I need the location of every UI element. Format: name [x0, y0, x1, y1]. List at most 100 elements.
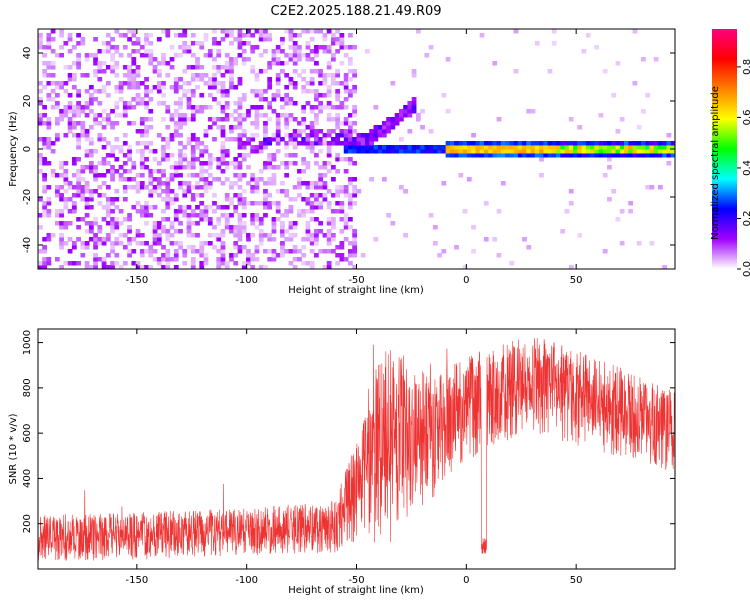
spectrogram-cell — [207, 217, 213, 222]
spectrogram-cell — [301, 181, 307, 186]
spectrogram-cell — [641, 109, 646, 114]
spectrogram-cell — [301, 121, 307, 126]
spectrogram-cell — [88, 161, 94, 166]
spectrogram-cell — [445, 149, 451, 154]
spectrogram-cell — [139, 97, 145, 102]
spectrogram-cell — [105, 45, 111, 50]
spectrogram-cell — [224, 221, 230, 226]
spectrogram-cell — [364, 133, 370, 138]
spectrogram-cell — [403, 113, 408, 118]
spectrogram-cell — [560, 229, 566, 234]
spectrogram-cell — [135, 81, 141, 86]
spectrogram-cell — [76, 89, 81, 94]
spectrogram-cell — [46, 161, 52, 166]
spectrogram-cell — [237, 213, 243, 218]
spectrogram-cell — [46, 237, 52, 242]
spectrogram-cell — [186, 205, 192, 210]
spectrogram-cell — [114, 197, 120, 202]
spectrogram-cell — [148, 193, 154, 198]
spectrogram-cell — [267, 249, 273, 254]
spectrogram-cell — [585, 149, 591, 154]
spectrogram-cell — [199, 193, 205, 198]
spectrogram-cell — [178, 121, 183, 126]
spectrogram-cell — [178, 149, 183, 154]
spectrogram-cell — [203, 213, 209, 218]
spectrogram-cell — [93, 113, 98, 118]
spectrogram-cell — [513, 29, 519, 34]
spectrogram-cell — [322, 137, 328, 142]
spectrogram-cell — [241, 261, 247, 266]
spectrogram-cell — [394, 117, 400, 122]
spectrogram-cell — [415, 145, 421, 150]
spectrogram-cell — [284, 209, 290, 214]
spectrogram-cell — [190, 89, 196, 94]
spectrogram-cell — [63, 41, 69, 46]
spectrogram-cell — [122, 217, 128, 222]
spectrogram-cell — [246, 29, 251, 34]
spectrogram-cell — [258, 221, 264, 226]
spectrogram-cell — [122, 101, 128, 106]
spectrogram-cell — [568, 189, 574, 194]
spectrogram-cell — [190, 161, 196, 166]
spectrogram-cell — [80, 129, 86, 134]
spectrogram-cell — [139, 161, 145, 166]
spectrogram-cell — [284, 97, 290, 102]
spectrogram-cell — [292, 137, 298, 142]
spectrogram-cell — [199, 185, 205, 190]
spectrogram-cell — [348, 89, 353, 94]
spectrogram-cell — [216, 257, 222, 262]
spectrogram-cell — [598, 145, 604, 150]
spectrogram-cell — [658, 145, 663, 150]
spectrogram-cell — [381, 125, 387, 130]
spectrogram-cell — [199, 45, 205, 50]
spectrogram-cell — [105, 141, 111, 146]
spectrogram-cell — [190, 93, 196, 98]
spectrogram-cell — [233, 125, 239, 130]
spectrogram-cell — [131, 85, 137, 90]
spectrogram-cell — [263, 161, 268, 166]
spectrogram-cell — [229, 257, 234, 262]
spectrogram-cell — [454, 141, 459, 146]
spectrogram-cell — [237, 97, 243, 102]
spectrogram-cell — [241, 201, 247, 206]
spectrogram-cell — [233, 233, 239, 238]
spectrogram-cell — [80, 177, 86, 182]
spectrogram-cell — [441, 149, 447, 154]
spectrogram-cell — [165, 257, 171, 262]
spectrogram-cell — [127, 169, 132, 174]
spectrogram-cell — [178, 245, 183, 250]
spectrogram-cell — [348, 137, 353, 142]
spectrogram-cell — [530, 109, 536, 114]
spectrogram-cell — [42, 105, 47, 110]
spectrogram-cell — [224, 93, 230, 98]
spectrogram-cell — [297, 177, 302, 182]
spectrogram-cell — [398, 145, 404, 150]
spectrogram-cell — [63, 109, 69, 114]
spectrogram-cell — [314, 193, 319, 198]
spectrogram-cell — [339, 81, 345, 86]
spectrogram-cell — [263, 141, 268, 146]
spectrogram-cell — [585, 141, 591, 146]
y-tick-label: 1000 — [22, 330, 33, 355]
spectrogram-cell — [305, 209, 311, 214]
spectrogram-cell — [301, 157, 307, 162]
spectrogram-cell — [271, 237, 277, 242]
spectrogram-cell — [314, 93, 319, 98]
spectrogram-cell — [284, 237, 290, 242]
spectrogram-cell — [314, 53, 319, 58]
spectrogram-cell — [131, 49, 137, 54]
spectrogram-cell — [309, 133, 315, 138]
spectrogram-cell — [326, 145, 332, 150]
spectrogram-cell — [348, 201, 353, 206]
spectrogram-cell — [195, 185, 200, 190]
spectrogram-cell — [233, 85, 239, 90]
spectrogram-cell — [127, 77, 132, 82]
spectrogram-cell — [135, 93, 141, 98]
spectrogram-cell — [258, 145, 264, 150]
spectrogram-cell — [322, 77, 328, 82]
spectrogram-cell — [88, 193, 94, 198]
spectrogram-cell — [46, 81, 52, 86]
spectrogram-cell — [331, 141, 336, 146]
spectrogram-cell — [131, 41, 137, 46]
spectrogram-cell — [59, 245, 64, 250]
